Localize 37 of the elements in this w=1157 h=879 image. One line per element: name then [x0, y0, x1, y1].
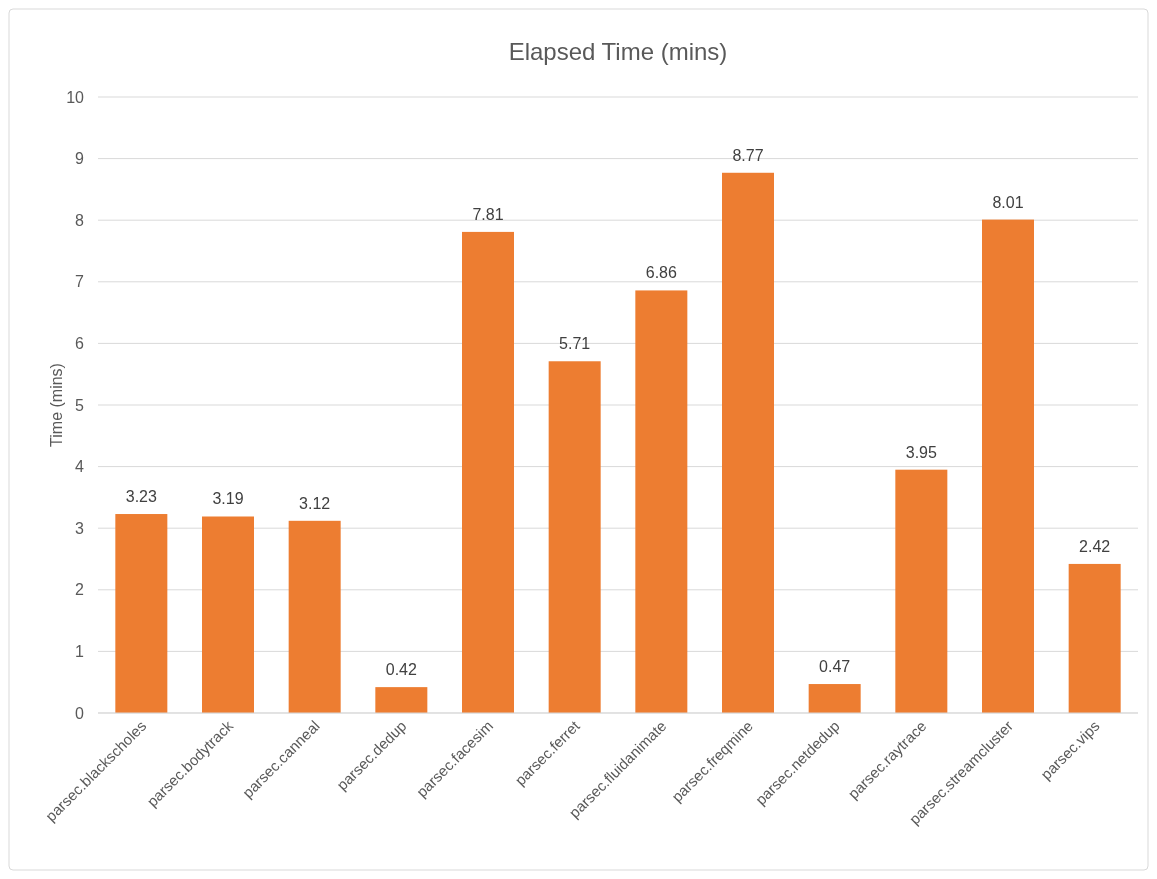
bar: [808, 684, 861, 713]
bar: [982, 219, 1034, 713]
bar: [548, 361, 601, 713]
data-label: 3.19: [212, 490, 244, 508]
data-label: 3.23: [125, 488, 158, 506]
data-label: 2.42: [1079, 537, 1111, 555]
bar: [462, 231, 514, 713]
y-tick-label: 3: [75, 519, 85, 537]
y-tick-label: 5: [75, 396, 85, 414]
data-label: 8.01: [992, 193, 1024, 211]
y-tick-label: 10: [66, 88, 85, 106]
bar: [288, 520, 341, 713]
data-label: 0.42: [385, 661, 418, 679]
bar: [375, 687, 428, 713]
y-axis-title: Time (mins): [48, 363, 65, 447]
bar: [895, 469, 948, 713]
bar: [1068, 563, 1121, 713]
bar: [722, 172, 774, 713]
y-tick-label: 4: [75, 458, 85, 476]
data-label: 0.47: [819, 658, 851, 676]
data-label: 5.71: [559, 335, 591, 353]
y-tick-label: 2: [75, 581, 85, 599]
data-label: 6.86: [645, 264, 678, 282]
y-tick-label: 9: [75, 150, 85, 168]
bar: [115, 514, 168, 713]
bar: [635, 290, 688, 713]
y-tick-label: 7: [75, 273, 85, 291]
y-tick-label: 8: [75, 211, 85, 229]
data-label: 8.77: [732, 146, 764, 164]
y-tick-label: 6: [75, 335, 85, 352]
chart-title: Elapsed Time (mins): [508, 38, 728, 65]
data-label: 3.95: [905, 443, 938, 461]
bar: [202, 516, 254, 713]
data-label: 7.81: [472, 205, 504, 223]
data-label: 3.12: [299, 494, 331, 512]
y-tick-label: 1: [75, 643, 85, 660]
y-tick-label: 0: [75, 704, 85, 722]
